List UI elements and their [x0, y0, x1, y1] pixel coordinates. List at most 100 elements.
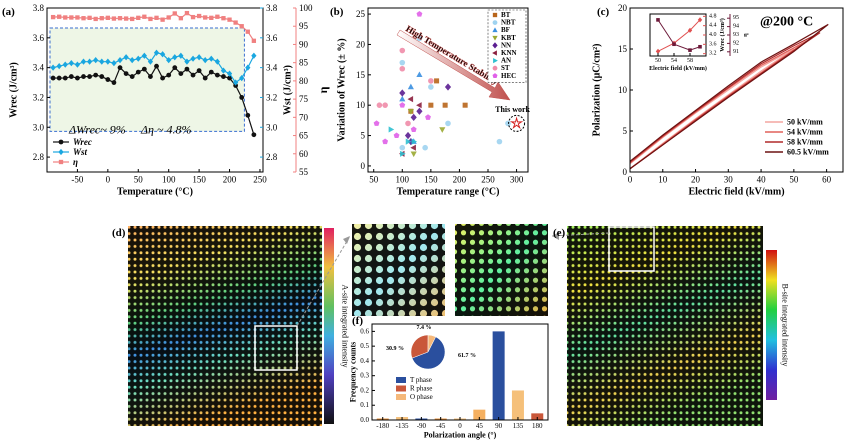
- y-tick-label: 20: [356, 39, 366, 49]
- legend-label: R phase: [410, 385, 432, 393]
- series-line: [629, 32, 821, 170]
- y-tick-label: 0.5: [360, 342, 369, 350]
- data-point: [416, 71, 423, 78]
- y-tick-label: 15: [356, 70, 366, 80]
- data-point: [492, 65, 498, 71]
- data-point: [428, 78, 434, 84]
- legend-label: BF: [501, 26, 510, 34]
- y-tick-label: 80: [299, 76, 309, 86]
- y-tick-label: 10: [356, 100, 366, 110]
- colorbar-label: B-site integrated intensity: [781, 284, 790, 367]
- pie-slice: [410, 334, 429, 359]
- data-point: [129, 57, 135, 64]
- data-point: [99, 16, 104, 21]
- data-point: [75, 75, 80, 81]
- data-point: [215, 14, 220, 19]
- y-tick-label: 65: [299, 131, 309, 141]
- data-point: [407, 109, 414, 115]
- y-tick-label: 100: [299, 3, 313, 13]
- annotation: @200 °C: [760, 15, 813, 30]
- panel-label: (b): [330, 6, 344, 18]
- y-tick-label: 2.8: [266, 152, 278, 162]
- data-point: [58, 139, 64, 145]
- plot-frame: [46, 7, 264, 173]
- x-tick-label: 50: [789, 175, 799, 185]
- data-point: [203, 15, 208, 20]
- axis-title: Electric field (kV/mm): [688, 187, 784, 198]
- data-point: [159, 51, 166, 58]
- data-point: [505, 120, 511, 127]
- data-point: [56, 63, 62, 70]
- pie-slice: [411, 336, 446, 370]
- data-point: [142, 14, 147, 19]
- legend-label: 58 kV/mm: [787, 138, 823, 147]
- axis-title: Wrec (J/cm³): [9, 62, 20, 118]
- annotation: Δη ~ 4.8%: [140, 122, 191, 136]
- data-point: [178, 71, 184, 76]
- x-tick-label: 20: [691, 175, 701, 185]
- legend-label: 50 kV/mm: [787, 118, 823, 127]
- data-point: [410, 144, 416, 151]
- series-line: [629, 23, 829, 170]
- data-point: [221, 16, 226, 21]
- data-point: [154, 15, 159, 20]
- data-point: [105, 58, 111, 65]
- series-line: [53, 64, 255, 135]
- x-tick-label: 300: [510, 175, 524, 185]
- data-point: [239, 74, 245, 82]
- x-tick-label: -180: [376, 422, 389, 430]
- y-tick-label: 55: [299, 167, 309, 177]
- data-point: [111, 60, 117, 67]
- y-tick-label: 0.2: [360, 386, 369, 394]
- data-point: [184, 10, 190, 16]
- data-point: [111, 80, 117, 85]
- legend-label: KBT: [501, 34, 516, 42]
- data-point: [117, 65, 123, 71]
- data-point: [388, 126, 395, 133]
- data-point: [50, 75, 56, 81]
- x-tick-label: 50: [655, 58, 661, 64]
- legend-label: 60.5 kV/mm: [787, 148, 829, 157]
- data-point: [166, 72, 172, 78]
- data-point: [184, 58, 190, 65]
- annotation: High Temperature Stability: [404, 23, 500, 86]
- data-point: [698, 44, 702, 49]
- axis-title: η: [316, 86, 330, 93]
- y-tick-label: 0.4: [360, 357, 369, 365]
- y-tick-label: 3.0: [266, 122, 278, 132]
- legend-label: Wrec: [73, 137, 92, 147]
- trend-arrow: [396, 29, 511, 101]
- data-point: [382, 138, 389, 145]
- data-point: [251, 52, 257, 59]
- data-point: [166, 15, 171, 20]
- data-point: [160, 17, 165, 22]
- data-point: [50, 64, 56, 71]
- y-tick-label: 3.4: [266, 63, 278, 73]
- data-point: [153, 49, 160, 56]
- data-point: [166, 57, 172, 64]
- data-point: [416, 107, 423, 115]
- data-point: [493, 57, 498, 64]
- data-point: [80, 58, 87, 65]
- data-point: [220, 67, 227, 74]
- data-point: [245, 112, 251, 118]
- data-point: [251, 132, 257, 138]
- data-point: [208, 69, 214, 75]
- data-point: [69, 15, 74, 20]
- y-tick-label: 15: [618, 44, 628, 54]
- data-point: [50, 14, 56, 20]
- annotation: ΔWrec~ 9%: [68, 122, 126, 136]
- data-point: [226, 70, 233, 77]
- data-point: [74, 61, 81, 68]
- x-tick-label: 150: [192, 175, 206, 185]
- panel-label: (e): [553, 227, 566, 239]
- data-point: [135, 55, 141, 62]
- data-point: [154, 63, 159, 69]
- data-point: [399, 144, 406, 151]
- data-point: [400, 150, 406, 157]
- x-tick-label: -45: [436, 422, 446, 430]
- x-tick-label: 90: [495, 422, 503, 430]
- data-point: [196, 13, 202, 19]
- axis-title: η: [743, 33, 749, 37]
